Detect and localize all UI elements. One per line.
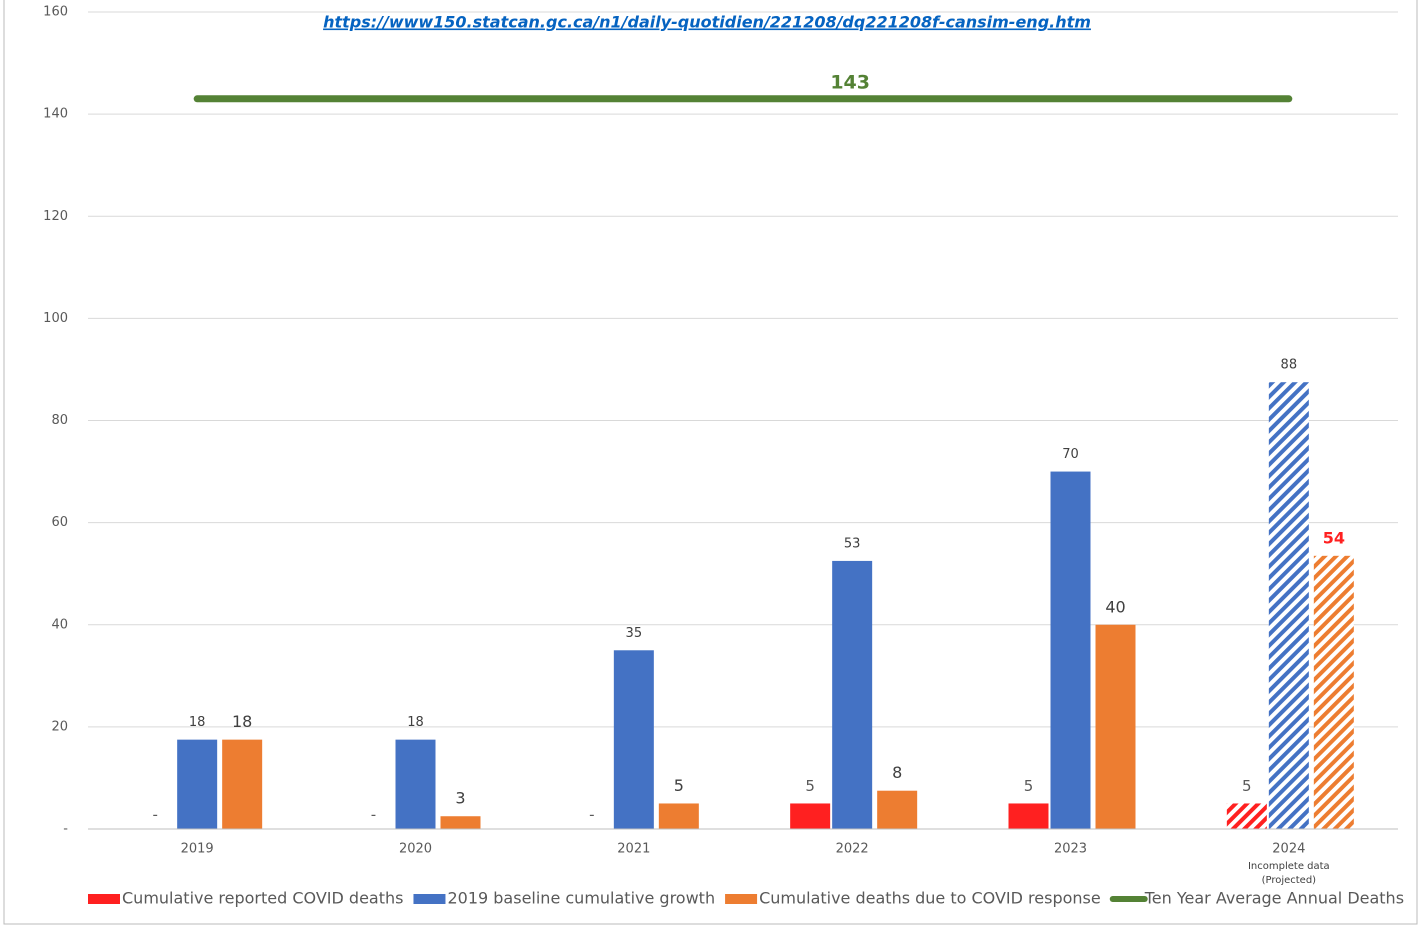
data-label: 53 xyxy=(844,536,861,551)
bar xyxy=(395,739,436,829)
bar xyxy=(613,650,654,829)
legend-label: Cumulative reported COVID deaths xyxy=(122,889,403,908)
y-tick-label: 160 xyxy=(43,5,68,20)
data-label: 5 xyxy=(1024,777,1034,795)
legend-label: Ten Year Average Annual Deaths xyxy=(1144,889,1404,908)
bar xyxy=(832,560,873,829)
bar xyxy=(1313,555,1354,829)
data-label: 5 xyxy=(1242,777,1252,795)
data-label: 3 xyxy=(455,789,465,808)
data-label: 40 xyxy=(1105,597,1125,616)
data-label: 70 xyxy=(1062,447,1079,462)
data-label: 8 xyxy=(892,763,902,782)
y-tick-label: 20 xyxy=(51,719,68,734)
x-tick-label: 2022 xyxy=(836,842,869,857)
bar xyxy=(177,739,218,829)
data-label: 88 xyxy=(1281,358,1298,373)
line-label: 143 xyxy=(830,71,870,93)
bar xyxy=(1008,803,1049,829)
data-label: 54 xyxy=(1323,528,1345,547)
data-label: 35 xyxy=(626,626,643,641)
legend-swatch xyxy=(725,894,758,904)
x-tick-label: 2024 xyxy=(1272,842,1305,857)
x-tick-label: 2019 xyxy=(181,842,214,857)
bar xyxy=(222,739,263,829)
y-tick-label: 40 xyxy=(51,617,68,632)
legend-swatch xyxy=(88,894,120,904)
bar xyxy=(877,790,918,829)
x-tick-label: 2023 xyxy=(1054,842,1087,857)
y-tick-label: 100 xyxy=(43,311,68,326)
data-label: - xyxy=(589,806,594,824)
bar xyxy=(658,803,699,829)
legend-label: 2019 baseline cumulative growth xyxy=(447,889,715,908)
data-label: 18 xyxy=(232,712,252,731)
legend-label: Cumulative deaths due to COVID response xyxy=(759,889,1101,908)
data-label: - xyxy=(152,806,157,824)
data-label: 5 xyxy=(674,776,684,795)
x-tick-note: Incomplete data xyxy=(1248,861,1330,872)
data-label: 18 xyxy=(189,715,206,730)
bar xyxy=(1268,382,1309,829)
data-label: 18 xyxy=(407,715,424,730)
bar xyxy=(440,816,481,829)
data-label: - xyxy=(371,806,376,824)
y-tick-label: 80 xyxy=(51,413,68,428)
source-link[interactable]: https://www150.statcan.gc.ca/n1/daily-qu… xyxy=(323,13,1091,32)
y-tick-label: 140 xyxy=(43,107,68,122)
bar xyxy=(1226,803,1267,829)
y-tick-label: 60 xyxy=(51,515,68,530)
bar xyxy=(790,803,831,829)
data-label: 5 xyxy=(805,777,815,795)
bar xyxy=(1095,624,1136,829)
x-tick-label: 2021 xyxy=(617,842,650,857)
bar xyxy=(1050,471,1091,829)
x-tick-note: (Projected) xyxy=(1262,875,1317,886)
x-tick-label: 2020 xyxy=(399,842,432,857)
y-tick-label: - xyxy=(63,822,68,837)
y-tick-label: 120 xyxy=(43,209,68,224)
legend-swatch xyxy=(413,894,446,904)
